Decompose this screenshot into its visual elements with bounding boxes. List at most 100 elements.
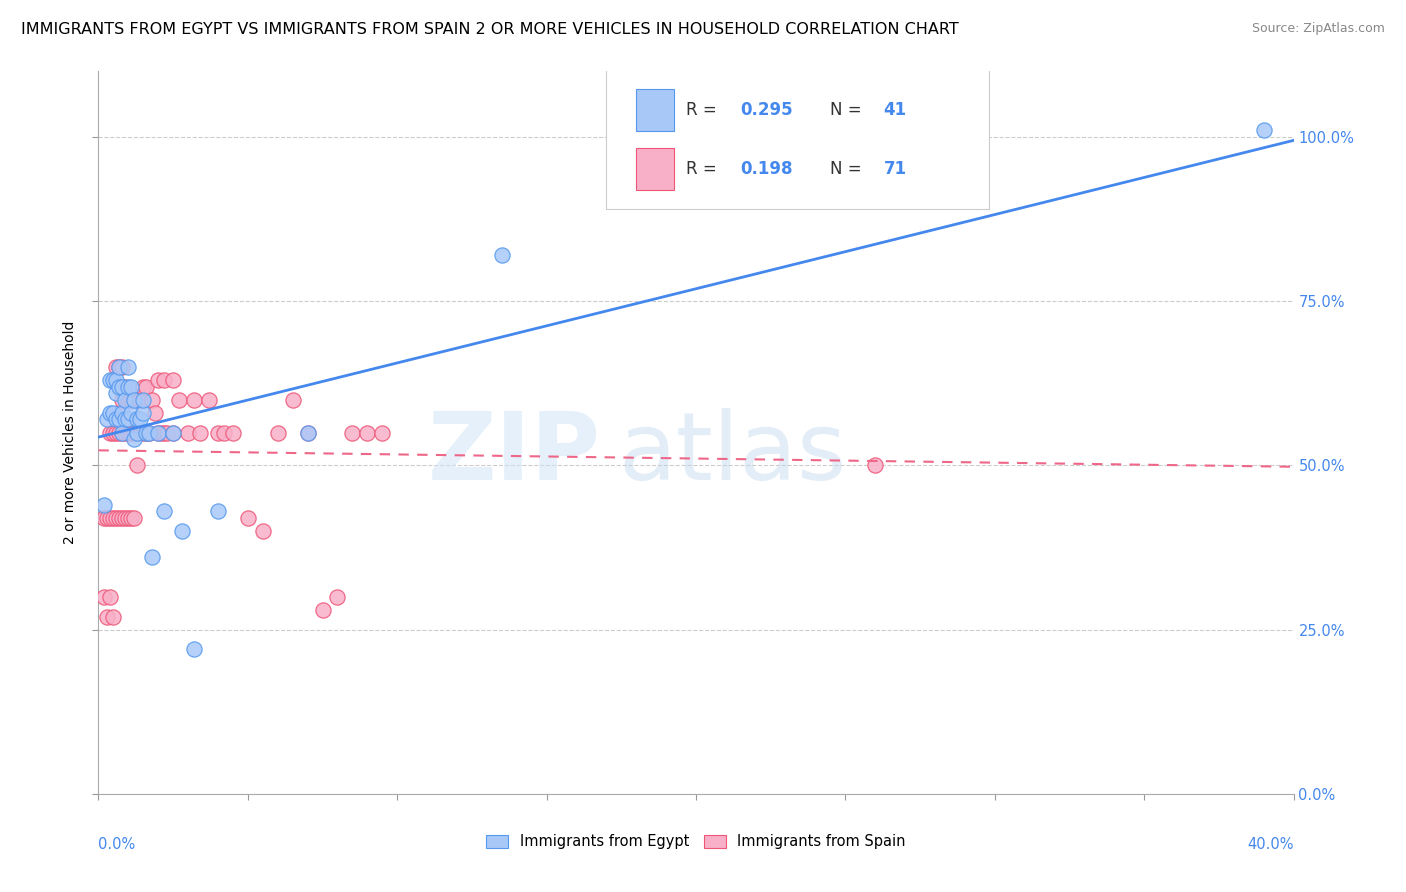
Point <box>281 392 304 407</box>
Point <box>162 373 184 387</box>
Point <box>148 425 170 440</box>
Point <box>105 511 128 525</box>
Point <box>132 392 155 407</box>
Point <box>124 432 146 446</box>
Point <box>148 425 170 440</box>
Text: 40.0%: 40.0% <box>1247 838 1294 852</box>
Point <box>108 412 131 426</box>
Point <box>236 511 259 525</box>
Text: 41: 41 <box>883 101 907 119</box>
Point <box>105 359 128 374</box>
Point <box>98 590 122 604</box>
Point <box>153 504 176 518</box>
Point <box>222 425 245 440</box>
Y-axis label: 2 or more Vehicles in Household: 2 or more Vehicles in Household <box>63 321 77 544</box>
Text: 71: 71 <box>883 160 907 178</box>
Point <box>98 373 122 387</box>
Point <box>96 412 118 426</box>
Point <box>108 425 131 440</box>
Point <box>105 386 128 401</box>
Point <box>162 425 184 440</box>
Text: R =: R = <box>686 101 723 119</box>
Point <box>98 406 122 420</box>
Point <box>93 511 115 525</box>
Point <box>93 590 115 604</box>
Point <box>127 425 149 440</box>
Text: Source: ZipAtlas.com: Source: ZipAtlas.com <box>1251 22 1385 36</box>
Point <box>371 425 394 440</box>
Point <box>103 609 125 624</box>
Text: atlas: atlas <box>619 409 846 500</box>
Point <box>120 511 142 525</box>
Text: R =: R = <box>686 160 723 178</box>
Point <box>117 359 139 374</box>
Point <box>96 511 118 525</box>
Point <box>198 392 221 407</box>
Point <box>111 425 134 440</box>
Point <box>132 379 155 393</box>
Point <box>188 425 211 440</box>
Point <box>153 373 176 387</box>
FancyBboxPatch shape <box>606 68 988 209</box>
Point <box>103 425 125 440</box>
Point <box>108 359 131 374</box>
Point <box>135 379 157 393</box>
Point <box>132 425 155 440</box>
Point <box>103 406 125 420</box>
Point <box>124 392 146 407</box>
Point <box>129 392 152 407</box>
Point <box>114 392 136 407</box>
Point <box>127 412 149 426</box>
Text: ZIP: ZIP <box>427 409 600 500</box>
Point <box>172 524 194 538</box>
Point <box>143 406 166 420</box>
Point <box>96 609 118 624</box>
Point <box>212 425 235 440</box>
Point <box>120 406 142 420</box>
Text: N =: N = <box>830 101 866 119</box>
Point <box>111 406 134 420</box>
FancyBboxPatch shape <box>637 148 675 190</box>
Point <box>153 425 176 440</box>
Point <box>105 373 128 387</box>
Point <box>162 425 184 440</box>
Point <box>183 642 205 657</box>
Point <box>865 458 887 473</box>
Point <box>326 590 349 604</box>
Point <box>120 425 142 440</box>
Text: N =: N = <box>830 160 866 178</box>
Point <box>117 392 139 407</box>
Point <box>141 550 163 565</box>
Point <box>129 412 152 426</box>
Point <box>108 379 131 393</box>
Point <box>127 458 149 473</box>
Point <box>117 379 139 393</box>
Text: 0.0%: 0.0% <box>98 838 135 852</box>
Point <box>207 425 229 440</box>
Point <box>167 392 190 407</box>
Point <box>207 504 229 518</box>
Point <box>114 379 136 393</box>
Point <box>117 425 139 440</box>
Point <box>111 359 134 374</box>
Point <box>138 425 160 440</box>
Text: IMMIGRANTS FROM EGYPT VS IMMIGRANTS FROM SPAIN 2 OR MORE VEHICLES IN HOUSEHOLD C: IMMIGRANTS FROM EGYPT VS IMMIGRANTS FROM… <box>21 22 959 37</box>
Point <box>111 511 134 525</box>
Point <box>93 498 115 512</box>
Point <box>120 379 142 393</box>
Point <box>156 425 179 440</box>
Point <box>491 248 513 262</box>
Legend: Immigrants from Egypt, Immigrants from Spain: Immigrants from Egypt, Immigrants from S… <box>481 829 911 855</box>
Point <box>108 359 131 374</box>
Point <box>129 425 152 440</box>
Point <box>127 392 149 407</box>
Point <box>124 425 146 440</box>
Point <box>124 392 146 407</box>
Point <box>114 425 136 440</box>
Point <box>267 425 290 440</box>
Point <box>114 412 136 426</box>
Point <box>177 425 200 440</box>
Point <box>117 511 139 525</box>
Point <box>98 425 122 440</box>
Text: 0.198: 0.198 <box>740 160 793 178</box>
